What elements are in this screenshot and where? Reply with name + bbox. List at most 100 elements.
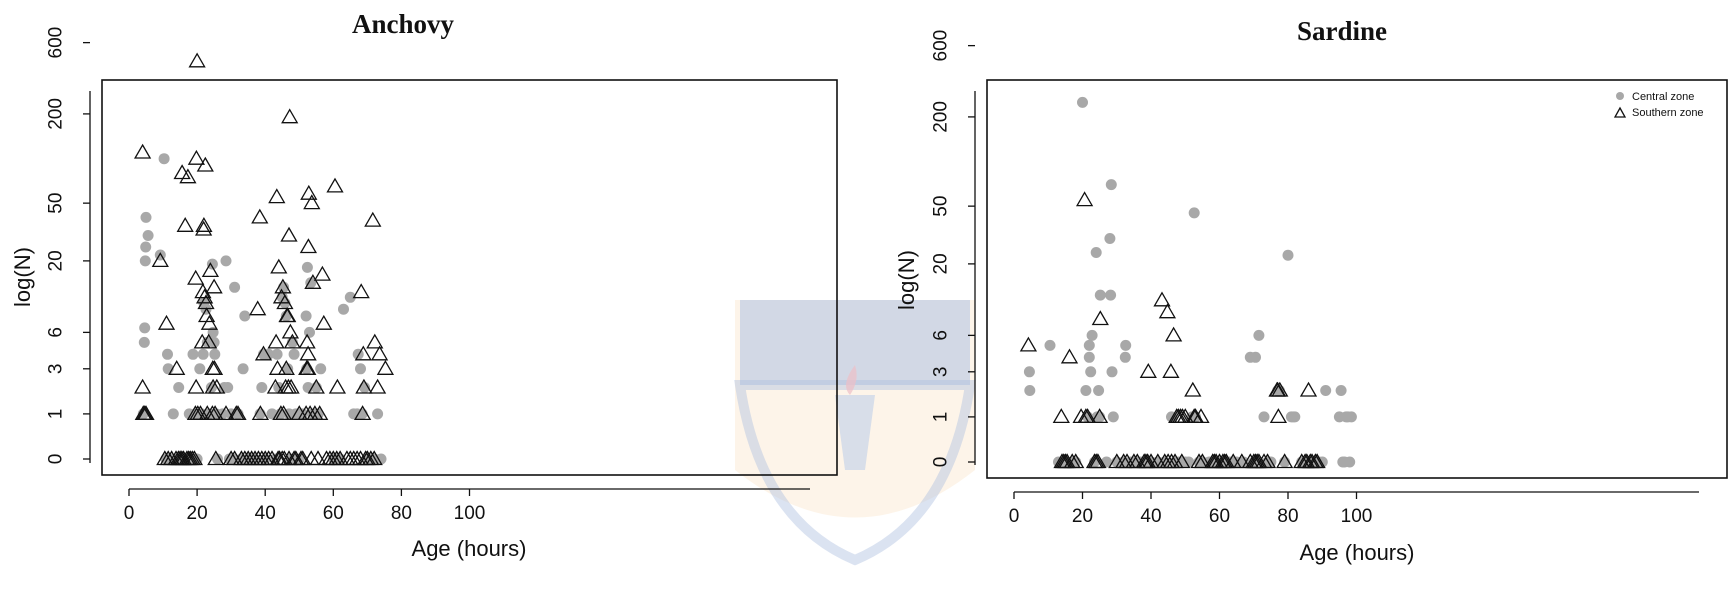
- southern-point: [196, 156, 214, 172]
- central-point: [1086, 329, 1098, 341]
- southern-point: [194, 283, 212, 299]
- central-point: [212, 453, 223, 465]
- central-point: [271, 348, 283, 360]
- anchovy-x-label: Age (hours): [412, 536, 527, 561]
- southern-point: [352, 283, 370, 299]
- central-point: [140, 241, 152, 253]
- southern-point: [1275, 453, 1294, 469]
- southern-point: [1192, 408, 1210, 424]
- southern-point: [365, 450, 383, 466]
- central-point: [142, 230, 154, 241]
- central-point: [1253, 329, 1265, 341]
- southern-point: [313, 265, 332, 281]
- southern-point: [1052, 408, 1070, 424]
- anchovy-southern-series: [133, 52, 395, 466]
- central-point: [256, 382, 268, 393]
- central-point: [1105, 179, 1117, 191]
- central-point: [239, 310, 251, 322]
- southern-point: [200, 314, 219, 330]
- southern-point: [207, 450, 225, 466]
- southern-point: [281, 108, 299, 124]
- southern-point: [299, 345, 317, 361]
- southern-point: [173, 164, 191, 180]
- sardine-central-series: [1023, 96, 1357, 468]
- southern-point: [315, 314, 333, 330]
- southern-point: [157, 314, 176, 330]
- x-tick-label: 100: [454, 503, 486, 524]
- southern-point: [280, 226, 298, 242]
- southern-point: [364, 211, 382, 227]
- central-point: [197, 348, 209, 360]
- central-point: [1104, 233, 1116, 244]
- legend-southern-marker: [1613, 106, 1627, 118]
- southern-point: [281, 323, 300, 339]
- x-tick-label: 80: [1277, 506, 1298, 527]
- y-tick-label: 3: [46, 364, 67, 375]
- southern-point: [303, 194, 321, 210]
- central-point: [372, 408, 384, 420]
- legend-central-marker: [1616, 92, 1624, 100]
- southern-point: [179, 168, 197, 184]
- central-point: [1188, 207, 1200, 219]
- central-point: [1085, 366, 1097, 378]
- x-tick-label: 60: [323, 503, 344, 524]
- y-tick-label: 20: [931, 253, 952, 274]
- central-point: [1094, 289, 1106, 301]
- southern-point: [1308, 453, 1326, 469]
- anchovy-y-label: log(N): [10, 247, 35, 307]
- southern-point: [1153, 291, 1171, 307]
- central-point: [1080, 385, 1092, 396]
- southern-point: [1091, 310, 1109, 326]
- southern-point: [277, 359, 295, 375]
- central-point: [139, 322, 151, 334]
- x-tick-label: 20: [187, 503, 208, 524]
- y-tick-label: 3: [931, 367, 952, 378]
- sardine-x-label: Age (hours): [1300, 540, 1415, 565]
- central-point: [167, 408, 179, 420]
- southern-point: [151, 252, 169, 268]
- central-point: [305, 277, 317, 289]
- southern-point: [279, 307, 297, 323]
- central-point: [222, 382, 234, 393]
- central-point: [1250, 351, 1261, 363]
- central-point: [288, 348, 300, 360]
- central-point: [1023, 366, 1035, 378]
- southern-point: [307, 378, 325, 394]
- x-tick-label: 60: [1209, 506, 1230, 527]
- anchovy-panel: Anchovy 0 1 3 6 20 50 200 600 0 20 40 60 80 100 Age …: [10, 9, 838, 561]
- southern-point: [354, 345, 372, 361]
- southern-point: [133, 143, 152, 159]
- central-point: [1083, 351, 1095, 363]
- central-point: [139, 255, 151, 267]
- southern-point: [1269, 408, 1288, 424]
- southern-point: [201, 262, 220, 278]
- southern-point: [1078, 408, 1097, 424]
- southern-point: [194, 220, 213, 236]
- southern-point: [1019, 336, 1038, 352]
- y-tick-label: 600: [46, 27, 67, 59]
- southern-point: [1299, 381, 1318, 397]
- southern-point: [1089, 453, 1107, 469]
- central-point: [1183, 456, 1195, 468]
- sardine-y-ticks: 0 1 3 6 20 50 200 600: [931, 30, 975, 467]
- southern-point: [205, 278, 223, 294]
- central-point: [1107, 411, 1119, 423]
- southern-point: [283, 333, 302, 349]
- y-tick-label: 50: [46, 193, 67, 214]
- southern-point: [229, 405, 247, 421]
- southern-point: [1090, 408, 1109, 424]
- central-point: [229, 281, 241, 293]
- southern-point: [206, 405, 224, 421]
- southern-point: [1158, 303, 1177, 319]
- southern-point: [251, 208, 269, 224]
- southern-point: [368, 378, 387, 394]
- central-point: [194, 363, 206, 375]
- southern-point: [217, 405, 235, 421]
- southern-point: [187, 269, 205, 285]
- southern-point: [274, 278, 292, 294]
- southern-point: [1193, 453, 1212, 469]
- southern-point: [187, 378, 205, 394]
- southern-point: [311, 405, 329, 421]
- southern-point: [267, 333, 285, 349]
- central-point: [206, 258, 218, 270]
